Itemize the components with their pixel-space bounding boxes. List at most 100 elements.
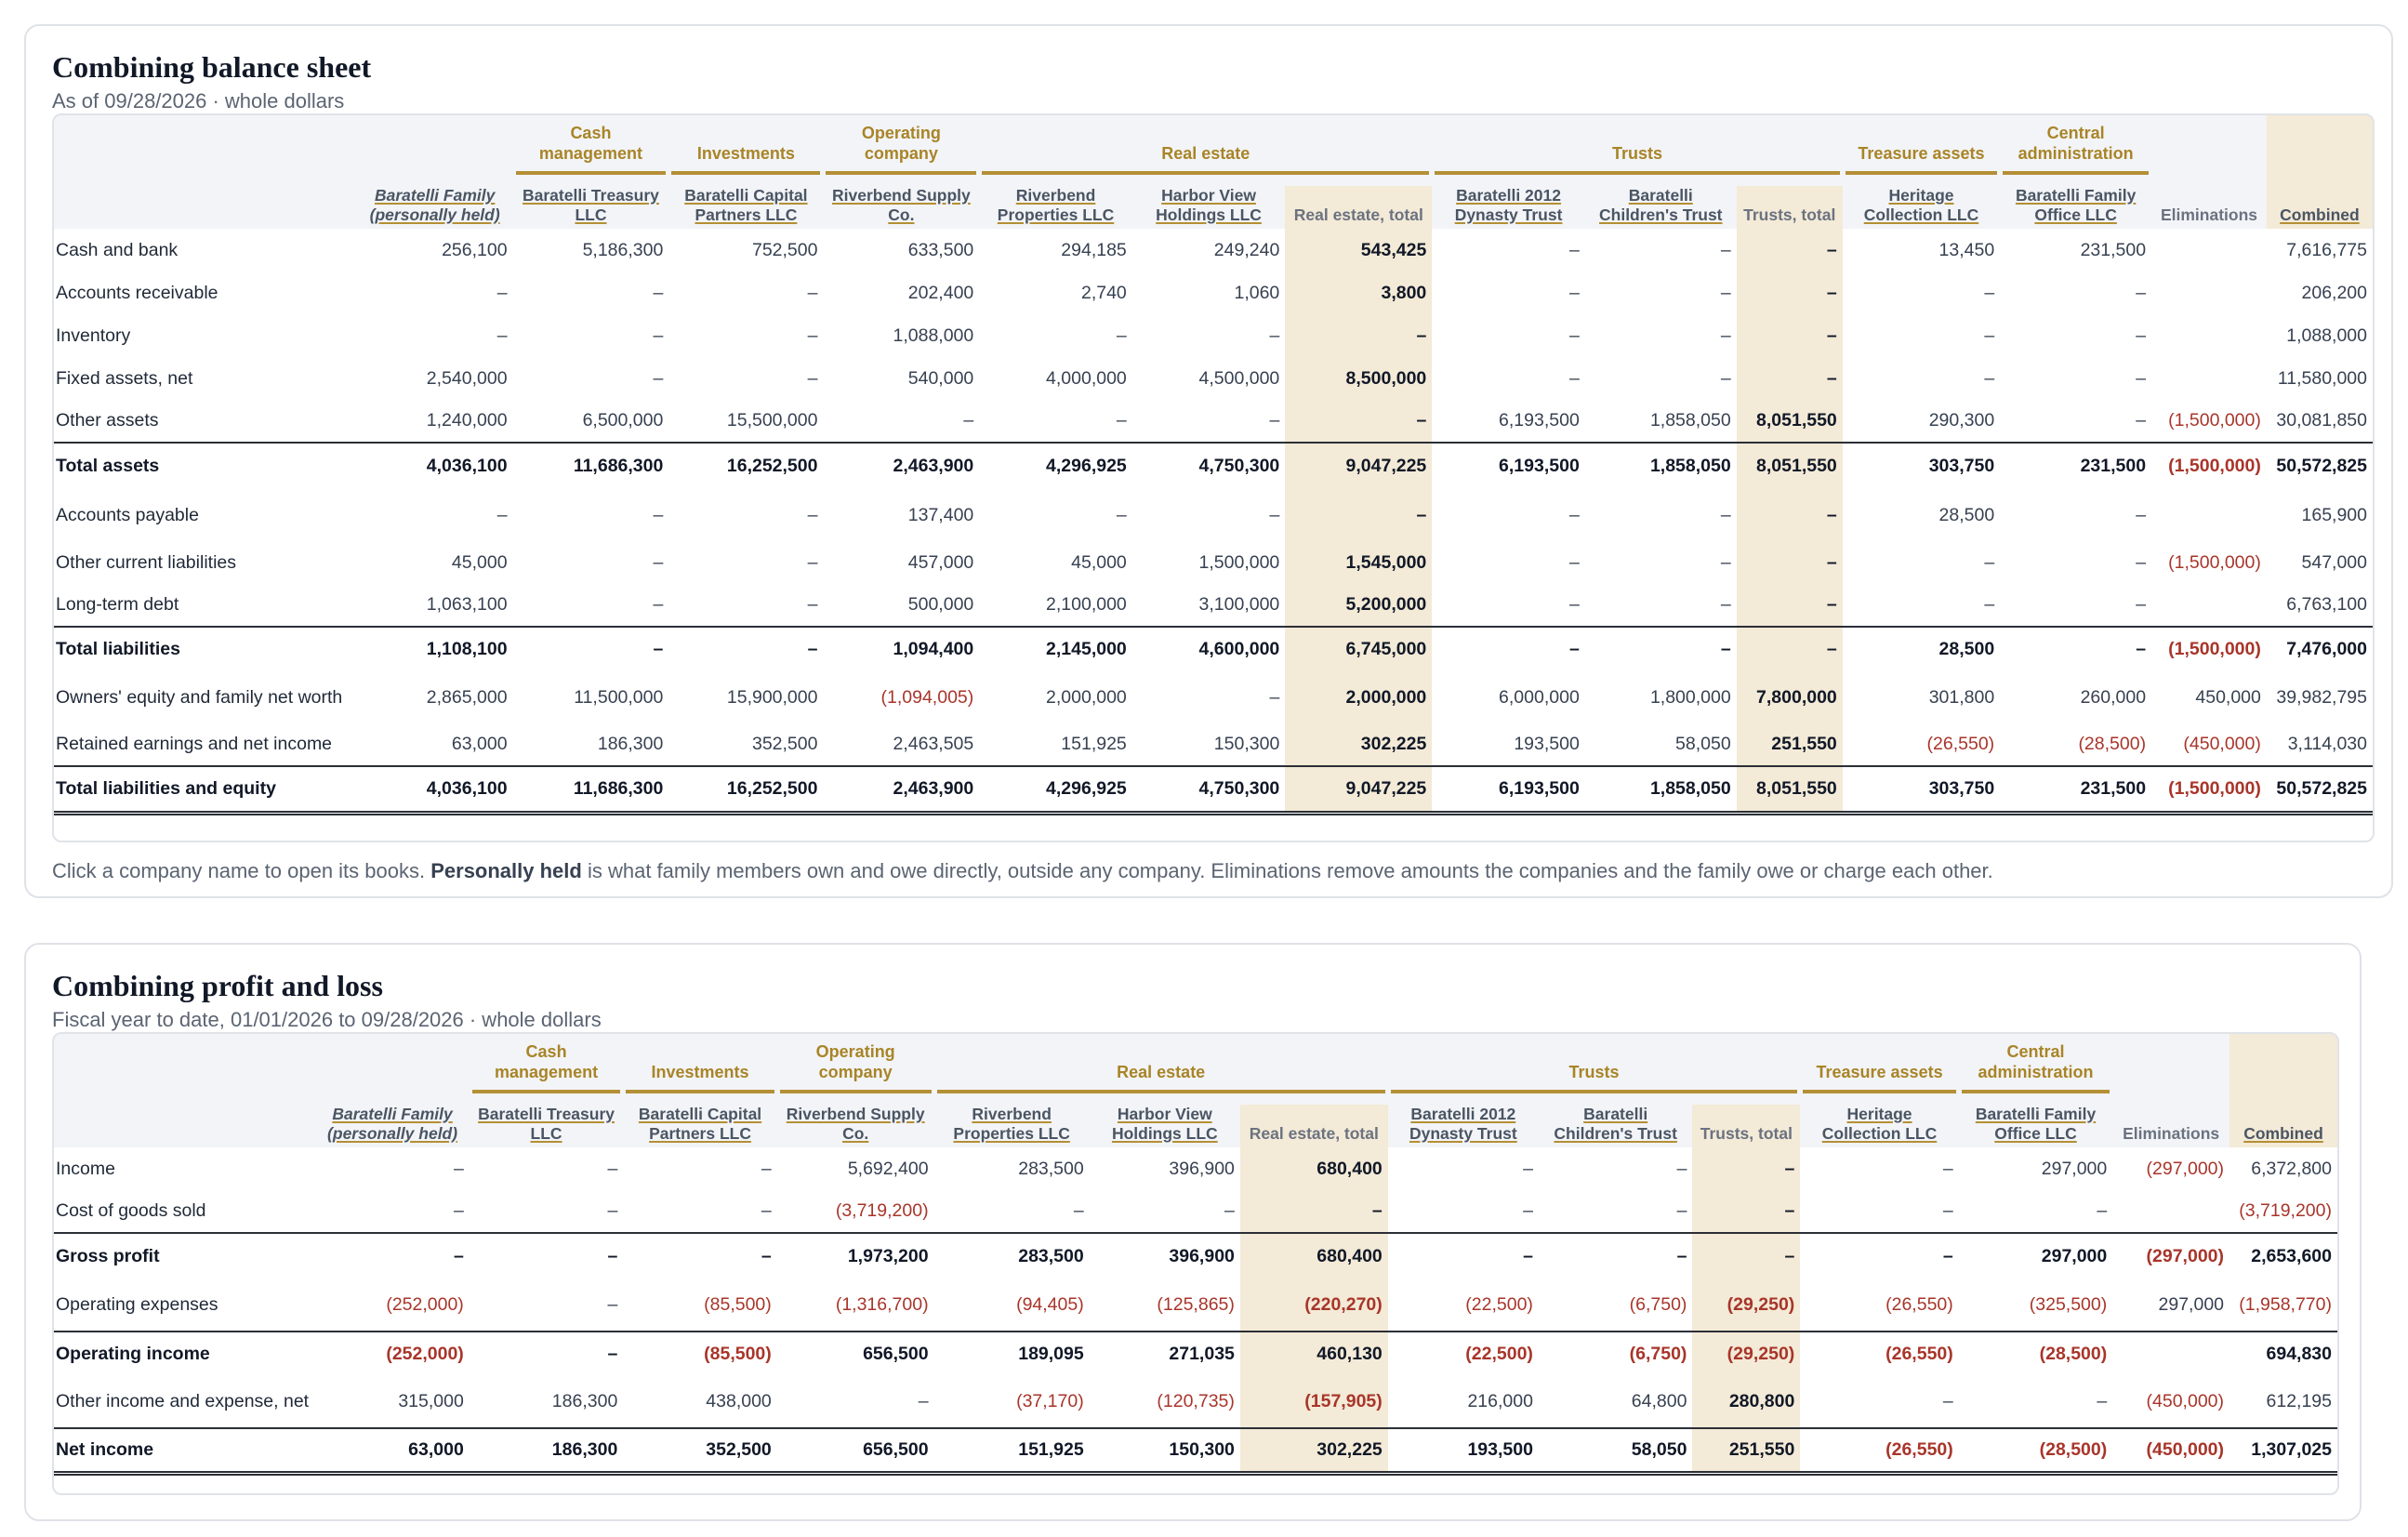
cell-value: 251,550 bbox=[1736, 723, 1843, 766]
entity-header-heritage-collection[interactable]: Heritage Collection LLC bbox=[1842, 186, 2001, 229]
header-spacer bbox=[54, 1034, 316, 1105]
column-header-combined[interactable]: Combined bbox=[2229, 1105, 2337, 1147]
row-label-income: Income bbox=[56, 1158, 115, 1179]
cell-value: 7,616,775 bbox=[2286, 239, 2367, 260]
cell-value: 6,745,000 bbox=[1285, 626, 1433, 671]
entity-header-baratelli-capital-partners[interactable]: Baratelli Capital Partners LLC bbox=[668, 186, 824, 229]
cell-value: (26,550) bbox=[1800, 1331, 1959, 1376]
cell-value: 352,500 bbox=[751, 734, 818, 754]
cell-value: 1,500,000 bbox=[1198, 551, 1280, 573]
cell-value: – bbox=[469, 1232, 624, 1279]
cell-value: (22,500) bbox=[1387, 1331, 1539, 1376]
entity-header-baratelli-childrens-trust[interactable]: Baratelli Children's Trust bbox=[1538, 1105, 1693, 1147]
entity-header-baratelli-2012-dynasty-trust[interactable]: Baratelli 2012 Dynasty Trust bbox=[1387, 1105, 1539, 1147]
entity-header-baratelli-family[interactable]: Baratelli Family (personally held) bbox=[315, 1105, 470, 1147]
row-label-inventory: Inventory bbox=[56, 325, 131, 346]
entity-header-baratelli-treasury[interactable]: Baratelli Treasury LLC bbox=[469, 1105, 624, 1147]
table-row: Inventory – – –1,088,000– – – – – – – –1,088,000 bbox=[54, 314, 2373, 357]
cell-value: 543,425 bbox=[1285, 229, 1433, 272]
entity-header-riverbend-supply[interactable]: Riverbend Supply Co. bbox=[776, 1105, 934, 1147]
entity-header-baratelli-treasury[interactable]: Baratelli Treasury LLC bbox=[512, 186, 669, 229]
cell-value: – bbox=[496, 504, 508, 525]
cell-value: 280,800 bbox=[1692, 1376, 1801, 1428]
entity-header-baratelli-childrens-trust[interactable]: Baratelli Children's Trust bbox=[1584, 186, 1737, 229]
cell-value: – bbox=[2136, 282, 2147, 303]
cell-value: – bbox=[1285, 400, 1433, 443]
cell-value: – bbox=[1984, 594, 1995, 615]
row-label-accounts-receivable: Accounts receivable bbox=[56, 282, 218, 303]
cell-value: – bbox=[1984, 367, 1995, 389]
cell-value bbox=[2151, 314, 2267, 357]
cell-value: – bbox=[653, 551, 664, 573]
cell-value: – bbox=[1692, 1232, 1801, 1279]
cell-value: – bbox=[963, 410, 974, 431]
column-header-combined[interactable]: Combined bbox=[2266, 186, 2373, 229]
cell-value: 193,500 bbox=[1514, 734, 1580, 754]
cell-value: – bbox=[1984, 325, 1995, 346]
table-row: Income – – –5,692,400 283,500 396,900 680,400–… bbox=[54, 1147, 2337, 1190]
cell-value: (1,316,700) bbox=[835, 1294, 929, 1315]
entity-header-riverbend-supply[interactable]: Riverbend Supply Co. bbox=[823, 186, 980, 229]
cell-value: (450,000) bbox=[2183, 734, 2261, 754]
cell-value: – bbox=[807, 504, 818, 525]
cell-value: 1,063,100 bbox=[426, 594, 508, 615]
cell-value: – bbox=[1568, 551, 1580, 573]
cell-value: 1,858,050 bbox=[1584, 765, 1737, 815]
entity-header-baratelli-capital-partners[interactable]: Baratelli Capital Partners LLC bbox=[623, 1105, 777, 1147]
row-label-other-assets: Other assets bbox=[56, 410, 159, 431]
cell-value: 352,500 bbox=[623, 1427, 777, 1476]
entity-header-baratelli-family[interactable]: Baratelli Family (personally held) bbox=[356, 186, 513, 229]
cell-value: – bbox=[807, 325, 818, 346]
cell-value: 2,463,505 bbox=[893, 734, 974, 754]
cell-value: 396,900 bbox=[1169, 1158, 1235, 1179]
cell-value: (450,000) bbox=[2112, 1427, 2230, 1476]
entity-header-riverbend-properties[interactable]: Riverbend Properties LLC bbox=[979, 186, 1132, 229]
cell-value: – bbox=[1676, 1158, 1687, 1179]
group-header-treasure-assets: Treasure assets bbox=[1842, 115, 2001, 186]
cell-value: 4,000,000 bbox=[1046, 367, 1127, 389]
entity-header-baratelli-family-office[interactable]: Baratelli Family Office LLC bbox=[2000, 186, 2152, 229]
header-spacer bbox=[2229, 1034, 2337, 1105]
entity-header-baratelli-family-office[interactable]: Baratelli Family Office LLC bbox=[1958, 1105, 2113, 1147]
cell-value: – bbox=[512, 626, 669, 671]
cell-value: (26,550) bbox=[1800, 1427, 1959, 1476]
cell-value: – bbox=[668, 626, 824, 671]
cell-value: (22,500) bbox=[1465, 1294, 1533, 1315]
cell-value: (125,865) bbox=[1157, 1294, 1235, 1315]
cell-value: – bbox=[1116, 325, 1127, 346]
cell-value: – bbox=[1568, 325, 1580, 346]
cell-value: 2,463,900 bbox=[823, 765, 980, 815]
cell-value: 150,300 bbox=[1213, 734, 1280, 754]
entity-header-baratelli-2012-dynasty-trust[interactable]: Baratelli 2012 Dynasty Trust bbox=[1432, 186, 1585, 229]
entity-header-harbor-view-holdings[interactable]: Harbor View Holdings LLC bbox=[1089, 1105, 1240, 1147]
entity-header-harbor-view-holdings[interactable]: Harbor View Holdings LLC bbox=[1131, 186, 1286, 229]
row-label-gross-profit: Gross profit bbox=[54, 1232, 316, 1279]
column-header-eliminations: Eliminations bbox=[2112, 1105, 2230, 1147]
cell-value: 396,900 bbox=[1089, 1232, 1240, 1279]
group-header-investments: Investments bbox=[668, 115, 824, 186]
cell-value: (1,500,000) bbox=[2151, 626, 2267, 671]
cell-value: – bbox=[1676, 1200, 1687, 1221]
cell-value: 9,047,225 bbox=[1285, 765, 1433, 815]
entity-header-heritage-collection[interactable]: Heritage Collection LLC bbox=[1800, 1105, 1959, 1147]
cell-value: – bbox=[653, 325, 664, 346]
table-row: Net income 63,000 186,300 352,500 656,500 151… bbox=[54, 1427, 2337, 1476]
row-label-cash-and-bank: Cash and bank bbox=[56, 239, 179, 260]
cell-value: 3,800 bbox=[1285, 272, 1433, 314]
row-label-operating-expenses: Operating expenses bbox=[56, 1294, 218, 1315]
cell-value: (3,719,200) bbox=[2239, 1200, 2332, 1221]
cell-value: – bbox=[1984, 282, 1995, 303]
cell-value: 680,400 bbox=[1239, 1147, 1388, 1190]
cell-value: 13,450 bbox=[1938, 239, 1995, 260]
cell-value: 2,100,000 bbox=[1046, 594, 1127, 615]
cell-value: – bbox=[1720, 504, 1731, 525]
cell-value bbox=[2112, 1190, 2229, 1233]
entity-header-riverbend-properties[interactable]: Riverbend Properties LLC bbox=[933, 1105, 1090, 1147]
cell-value: 231,500 bbox=[2000, 765, 2152, 815]
cell-value: (28,500) bbox=[1958, 1427, 2113, 1476]
cell-value: 656,500 bbox=[776, 1331, 934, 1376]
cell-value: (26,550) bbox=[1926, 734, 1995, 754]
cell-value: (252,000) bbox=[386, 1294, 464, 1315]
cell-value: (29,250) bbox=[1692, 1331, 1801, 1376]
group-header-operating-company: Operating company bbox=[776, 1034, 934, 1105]
